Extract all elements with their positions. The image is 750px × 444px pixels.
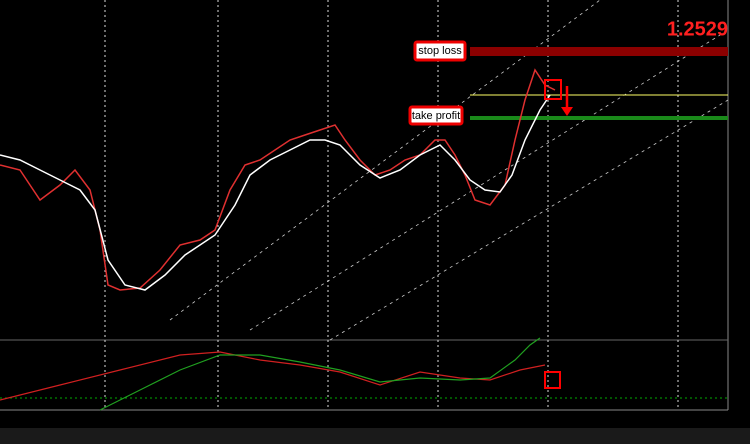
period-separators [104, 0, 679, 410]
channel-line [169, 0, 601, 321]
take-profit-label: take profit [412, 110, 460, 122]
signal-box [544, 371, 561, 389]
oscillator-green [99, 337, 541, 411]
arrow-head [561, 107, 573, 116]
moving-average [0, 94, 551, 291]
price-line [0, 68, 556, 291]
take-profit-label-box [408, 105, 464, 126]
channel-lines [169, 0, 729, 341]
take-profit-zone [470, 116, 728, 120]
stop-loss-label: stop loss [418, 45, 462, 57]
oscillator-red [0, 351, 546, 401]
entry-box [544, 79, 562, 100]
channel-line [249, 29, 729, 331]
stop-loss-zone [470, 47, 728, 56]
stop-loss-label-box [413, 40, 467, 62]
price-label: 1.2529 [667, 18, 728, 40]
status-bar [0, 428, 750, 444]
channel-line [329, 99, 729, 341]
